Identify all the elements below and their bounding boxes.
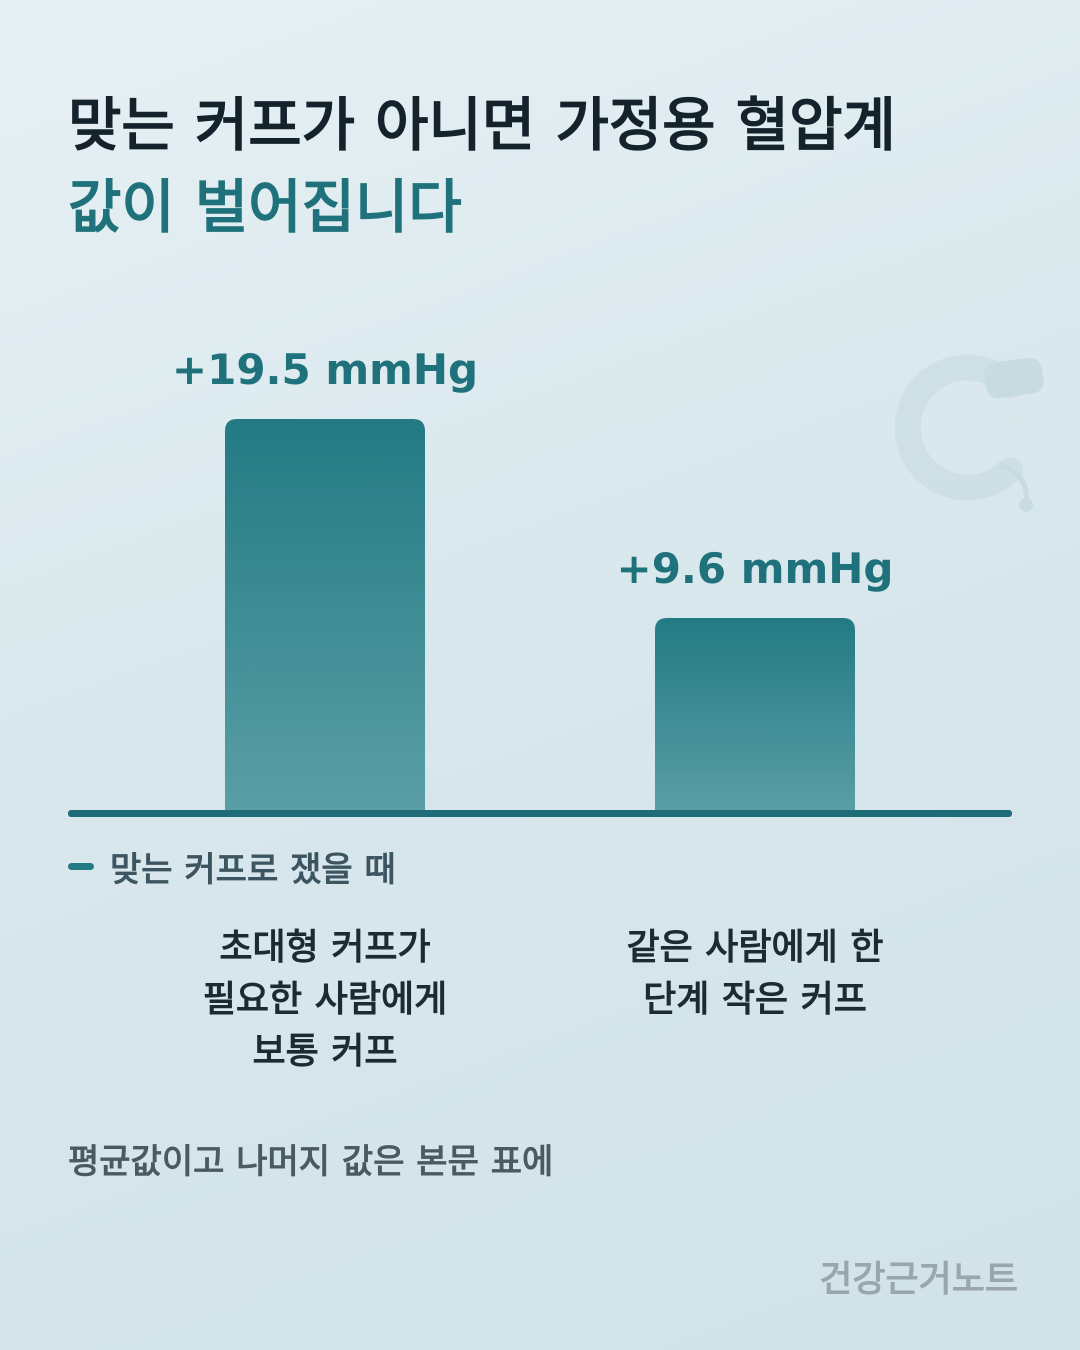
chart-subtitle: 값이 벌어집니다 — [68, 173, 462, 241]
legend-swatch — [68, 863, 94, 870]
bar — [655, 618, 855, 811]
value-label: +19.5 mmHg — [171, 345, 479, 395]
x-tick-label: 초대형 커프가 필요한 사람에게 보통 커프 — [202, 927, 448, 1072]
legend-label: 맞는 커프로 쟀을 때 — [110, 850, 396, 890]
bars — [225, 419, 855, 811]
bar — [225, 419, 425, 811]
legend: 맞는 커프로 쟀을 때 — [68, 842, 396, 891]
x-tick-label: 같은 사람에게 한 단계 작은 커프 — [626, 927, 884, 1020]
value-label: +9.6 mmHg — [616, 544, 894, 594]
footnote: 평균값이고 나머지 값은 본문 표에 — [68, 1142, 554, 1182]
baseline — [68, 810, 1012, 817]
chart-title: 맞는 커프가 아니면 가정용 혈압계 — [68, 91, 896, 159]
brand: 건강근거노트 — [819, 1259, 1018, 1300]
cuff-icon — [894, 354, 1044, 512]
